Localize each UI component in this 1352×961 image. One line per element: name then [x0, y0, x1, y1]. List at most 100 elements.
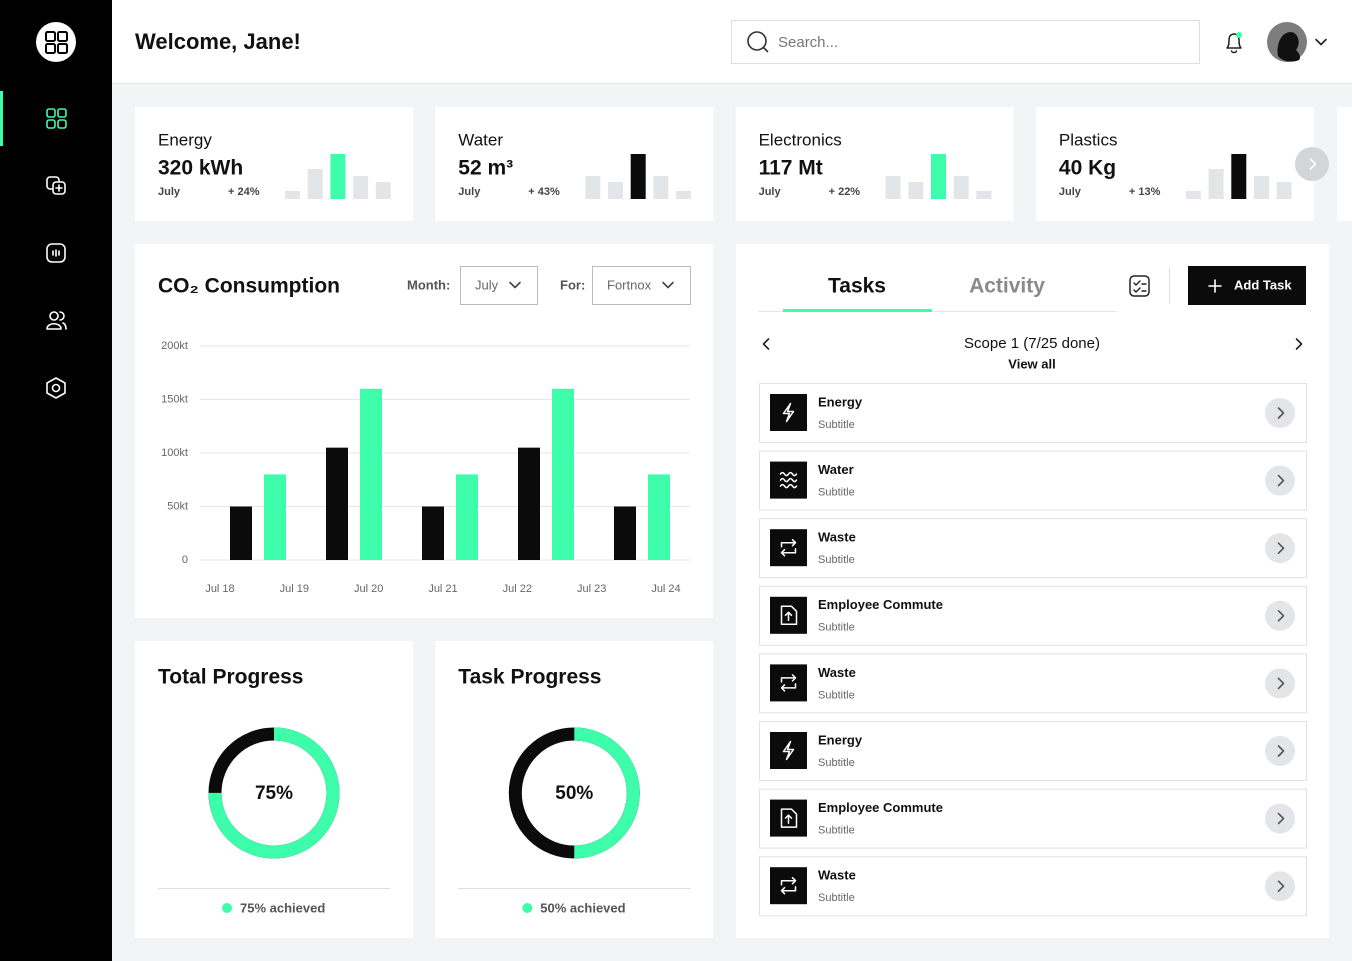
task-subtitle: Subtitle	[818, 419, 855, 431]
filter-label: For:	[560, 277, 585, 292]
search-icon-handle	[762, 46, 769, 53]
tab[interactable]: Activity	[969, 275, 1045, 298]
y-tick-label: 0	[182, 554, 188, 566]
view-all-link[interactable]: View all	[1008, 356, 1055, 371]
task-open-chevron	[1277, 542, 1285, 554]
month-select-chevron	[509, 281, 521, 289]
task-item[interactable]	[759, 856, 1307, 917]
carousel-next-chevron	[1309, 158, 1317, 170]
stat-label: Plastics	[1059, 130, 1118, 149]
mini-bar	[630, 154, 646, 199]
x-tick-label: Jul 18	[205, 583, 234, 595]
task-icon-box	[770, 394, 807, 431]
y-tick-label: 50kt	[167, 500, 188, 512]
nav-chat-icon	[46, 243, 66, 263]
task-open-button[interactable]	[1265, 668, 1295, 699]
task-item[interactable]	[759, 653, 1307, 714]
task-icon	[779, 471, 798, 489]
task-item[interactable]	[759, 585, 1307, 646]
task-title: Waste	[818, 868, 856, 883]
progress-caption: 50% achieved	[540, 900, 625, 915]
bar	[230, 506, 252, 560]
x-tick-label: Jul 21	[428, 583, 457, 595]
month-select[interactable]	[460, 266, 538, 305]
add-task-button[interactable]	[1188, 266, 1306, 305]
stat-value: 40 Kg	[1059, 157, 1116, 180]
mini-bar	[676, 191, 692, 199]
task-open-button[interactable]	[1265, 803, 1295, 834]
stat-label: Energy	[158, 130, 212, 149]
donut-value	[508, 727, 640, 859]
mini-bar	[1231, 154, 1247, 199]
task-open-chevron	[1277, 610, 1285, 622]
nav-dashboard-icon	[46, 119, 56, 129]
nav-dashboard-icon	[57, 108, 67, 118]
for-select-chevron	[662, 281, 674, 289]
task-icon	[782, 740, 795, 761]
task-open-button[interactable]	[1265, 871, 1295, 902]
stat-card	[735, 107, 1014, 221]
tasks-filter-icon[interactable]	[1129, 275, 1150, 297]
x-tick-label: Jul 24	[651, 583, 680, 595]
stat-label: Water	[458, 130, 503, 149]
task-open-chevron	[1277, 407, 1285, 419]
nav-copy-plus	[55, 184, 63, 192]
bar	[456, 474, 478, 560]
mini-bar	[953, 176, 969, 199]
scope-next	[1295, 338, 1303, 350]
caption-dot	[222, 903, 232, 913]
mini-bar	[375, 182, 391, 199]
task-open-chevron	[1277, 677, 1285, 690]
add-task-plus	[1208, 279, 1222, 293]
welcome-title: Welcome, Jane!	[135, 29, 301, 54]
task-open-button[interactable]	[1265, 398, 1295, 428]
nav-settings-icon	[46, 377, 66, 399]
mini-bar	[608, 182, 623, 199]
task-item[interactable]	[759, 518, 1307, 579]
avatar-figure	[1277, 32, 1300, 62]
scope-title: Scope 1 (7/25 done)	[964, 335, 1100, 352]
task-open-button[interactable]	[1265, 600, 1295, 631]
logo-tile	[45, 43, 56, 54]
task-item[interactable]	[759, 450, 1307, 511]
task-subtitle: Subtitle	[818, 689, 855, 701]
x-tick-label: Jul 19	[280, 583, 309, 595]
mini-bar	[908, 182, 924, 199]
stat-change: + 13%	[1129, 186, 1161, 198]
task-open-button[interactable]	[1265, 736, 1295, 766]
task-item[interactable]	[759, 788, 1307, 849]
for-select[interactable]	[592, 266, 691, 305]
tab-active[interactable]: Tasks	[828, 275, 886, 298]
mini-bar	[1276, 182, 1292, 199]
y-tick-label: 200kt	[161, 340, 188, 352]
x-tick-label: Jul 20	[354, 583, 383, 595]
task-item[interactable]	[759, 383, 1307, 443]
task-title: Employee Commute	[818, 800, 943, 815]
task-title: Waste	[818, 530, 856, 545]
task-icon-box	[770, 732, 807, 769]
mini-bar	[653, 176, 669, 199]
donut-label: 50%	[555, 783, 593, 804]
task-icon	[780, 538, 797, 557]
task-icon	[780, 674, 797, 692]
notification-bell[interactable]	[1226, 33, 1242, 54]
for-select-value: Fortnox	[607, 277, 652, 292]
nav-chat-lines	[52, 249, 60, 257]
bar	[326, 447, 348, 560]
task-open-button[interactable]	[1265, 465, 1295, 496]
notification-dot	[1236, 32, 1242, 38]
nav-settings-center	[51, 383, 61, 393]
task-item[interactable]	[759, 721, 1307, 781]
x-tick-label: Jul 22	[503, 583, 532, 595]
stat-change: + 24%	[228, 186, 260, 198]
stat-period: July	[458, 186, 481, 198]
mini-bar	[585, 176, 601, 199]
search-box[interactable]	[731, 20, 1200, 64]
mini-bar	[1254, 176, 1269, 199]
task-open-button[interactable]	[1265, 533, 1295, 564]
carousel-next[interactable]	[1295, 147, 1329, 181]
stat-value: 52 m³	[458, 157, 513, 180]
bar	[264, 474, 286, 560]
